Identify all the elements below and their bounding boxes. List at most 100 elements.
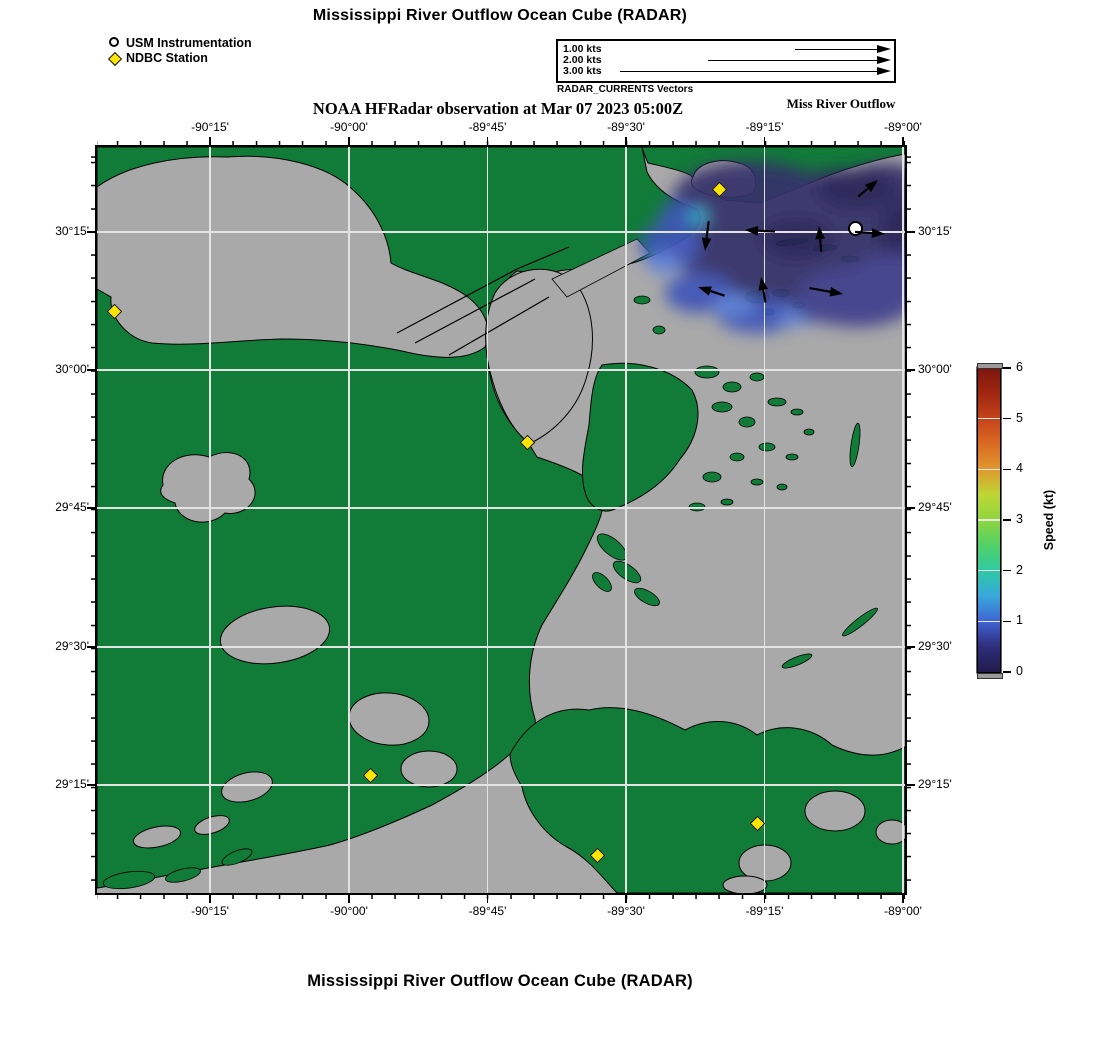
scale-row-label: 2.00 kts bbox=[563, 54, 602, 66]
vector-scale-caption: RADAR_CURRENTS Vectors bbox=[557, 84, 694, 95]
lakes-layer bbox=[97, 155, 905, 893]
colorbar-tick-label: 6 bbox=[1016, 360, 1023, 374]
major-tick-left bbox=[87, 784, 97, 786]
y-axis-label-right: 29°30' bbox=[918, 638, 952, 653]
colorbar-tick bbox=[1003, 671, 1011, 673]
gridline-vertical bbox=[763, 147, 766, 893]
colorbar-tick-label: 5 bbox=[1016, 410, 1023, 425]
colorbar-top-cap bbox=[977, 363, 1003, 369]
current-arrow bbox=[701, 221, 712, 251]
y-axis-label-left: 29°15' bbox=[55, 776, 89, 791]
colorbar-tick-label: 4 bbox=[1016, 461, 1023, 476]
current-arrow bbox=[758, 277, 768, 303]
gridline-horizontal bbox=[97, 507, 905, 509]
major-tick-right bbox=[905, 231, 915, 233]
major-tick-bottom bbox=[209, 893, 211, 903]
x-axis-label-bottom: -89°45' bbox=[468, 904, 507, 918]
major-tick-top bbox=[486, 137, 489, 147]
arrowhead-icon bbox=[877, 56, 891, 64]
arrowhead-icon bbox=[877, 67, 891, 75]
y-axis-label-right: 30°00' bbox=[918, 361, 952, 376]
scale-row-label: 3.00 kts bbox=[563, 65, 602, 77]
gridline-horizontal bbox=[97, 231, 905, 233]
colorbar-tick-label: 1 bbox=[1016, 613, 1023, 628]
x-axis-label-top: -89°00' bbox=[884, 120, 922, 134]
legend-label: NDBC Station bbox=[126, 51, 208, 65]
major-tick-bottom bbox=[763, 893, 766, 903]
x-axis-label-bottom: -90°00' bbox=[330, 904, 368, 918]
x-axis-label-top: -89°45' bbox=[468, 120, 507, 134]
minor-ticks-bottom bbox=[97, 893, 905, 899]
major-tick-top bbox=[209, 137, 211, 147]
current-arrow bbox=[815, 226, 825, 252]
colorbar-tick-label: 3 bbox=[1016, 512, 1023, 526]
scale-row-label: 1.00 kts bbox=[563, 43, 602, 55]
colorbar-separator bbox=[978, 417, 1000, 420]
islands-layer bbox=[102, 237, 878, 890]
gridline-vertical bbox=[902, 147, 904, 893]
region-label: Miss River Outflow bbox=[786, 96, 896, 111]
major-tick-top bbox=[763, 137, 766, 147]
colorbar-tick-label: 2 bbox=[1016, 562, 1023, 577]
y-axis-label-left: 30°00' bbox=[55, 361, 89, 376]
major-tick-right bbox=[905, 369, 915, 371]
x-axis-label-top: -90°00' bbox=[330, 120, 368, 134]
circle-icon bbox=[109, 37, 119, 47]
colorbar-tick bbox=[1003, 367, 1011, 369]
observation-title: NOAA HFRadar observation at Mar 07 2023 … bbox=[312, 99, 684, 118]
scale-arrow-line bbox=[708, 60, 880, 61]
colorbar-tick bbox=[1003, 620, 1011, 623]
minor-ticks-top bbox=[97, 141, 905, 147]
current-arrow bbox=[854, 228, 885, 238]
colorbar: 0 1 2 3 4 5 6 bbox=[977, 360, 1023, 679]
colorbar-tick bbox=[1003, 569, 1011, 572]
major-tick-bottom bbox=[625, 893, 627, 903]
x-axis-label-top: -89°30' bbox=[607, 120, 645, 134]
colorbar-separator bbox=[978, 569, 1000, 572]
arrowhead-icon bbox=[877, 45, 891, 53]
minor-ticks-left bbox=[91, 147, 97, 893]
y-axis-label-right: 30°15' bbox=[918, 223, 952, 238]
y-axis-label-right: 29°45' bbox=[918, 499, 952, 514]
gridline-vertical bbox=[348, 147, 350, 893]
y-axis-label-left: 29°45' bbox=[55, 499, 89, 514]
gridline-vertical bbox=[486, 147, 489, 893]
major-tick-left bbox=[87, 646, 97, 648]
major-tick-right bbox=[905, 507, 915, 509]
major-tick-top bbox=[348, 137, 350, 147]
major-tick-left bbox=[87, 231, 97, 233]
colorbar-tick bbox=[1003, 417, 1011, 420]
major-tick-left bbox=[87, 369, 97, 371]
x-axis-label-top: -89°15' bbox=[745, 120, 784, 134]
legend-label: USM Instrumentation bbox=[126, 36, 252, 50]
scale-arrow-line bbox=[620, 71, 880, 72]
colorbar-bottom-cap bbox=[977, 673, 1003, 679]
colorbar-separator bbox=[978, 519, 1000, 521]
y-axis-label-left: 29°30' bbox=[55, 638, 89, 653]
gridline-vertical bbox=[209, 147, 211, 893]
gridline-horizontal bbox=[97, 784, 905, 786]
current-vectors-layer bbox=[698, 180, 885, 303]
footer-title: Mississippi River Outflow Ocean Cube (RA… bbox=[307, 972, 693, 990]
major-tick-left bbox=[87, 507, 97, 509]
figure-title: Mississippi River Outflow Ocean Cube (RA… bbox=[312, 7, 688, 24]
x-axis-label-bottom: -89°30' bbox=[607, 904, 645, 918]
colorbar-tick-label: 0 bbox=[1016, 664, 1023, 678]
minor-ticks-right bbox=[905, 147, 911, 893]
major-tick-bottom bbox=[486, 893, 489, 903]
colorbar-tick bbox=[1003, 468, 1011, 471]
scale-arrow-line bbox=[795, 49, 880, 50]
major-tick-right bbox=[905, 646, 915, 648]
colorbar-separator bbox=[978, 620, 1000, 623]
gridline-horizontal bbox=[97, 646, 905, 648]
x-axis-label-bottom: -90°15' bbox=[191, 904, 229, 918]
current-arrow bbox=[745, 225, 776, 236]
major-tick-bottom bbox=[902, 893, 904, 903]
y-axis-label-right: 29°15' bbox=[918, 776, 952, 791]
x-axis-label-top: -90°15' bbox=[191, 120, 229, 134]
colorbar-tick bbox=[1003, 519, 1011, 521]
gridline-vertical bbox=[625, 147, 627, 893]
vector-scale-box: 1.00 kts 2.00 kts 3.00 kts bbox=[556, 39, 896, 83]
colorbar-separator bbox=[978, 468, 1000, 471]
